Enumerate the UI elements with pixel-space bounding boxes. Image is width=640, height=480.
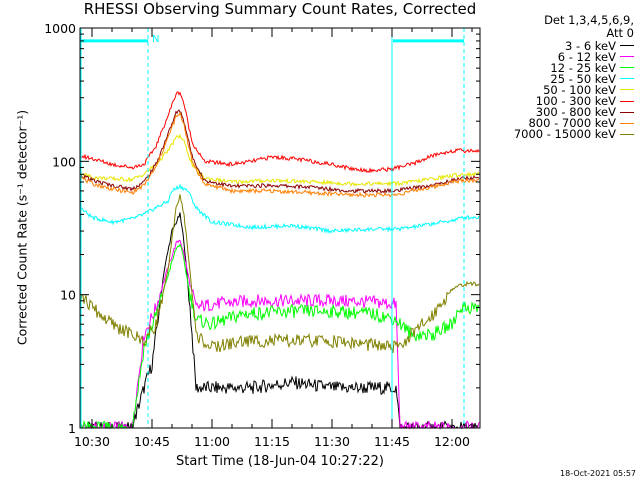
legend-label: 50 - 100 keV: [543, 82, 616, 97]
legend-swatch: [620, 78, 634, 80]
y-tick-label: 100: [52, 154, 76, 169]
legend-swatch: [620, 67, 634, 69]
legend-swatch: [620, 122, 634, 124]
legend-swatch: [620, 89, 634, 91]
legend-label: 6 - 12 keV: [557, 49, 616, 64]
chart-title: RHESSI Observing Summary Count Rates, Co…: [83, 0, 477, 18]
legend-swatch: [620, 45, 634, 47]
series-layer: [80, 91, 480, 430]
x-tick-label: 11:00: [194, 434, 230, 449]
legend-label: 7000 - 15000 keV: [513, 127, 616, 142]
legend-label: 25 - 50 keV: [550, 71, 616, 86]
x-tick-label: 12:00: [434, 434, 470, 449]
plot-frame: [79, 27, 481, 429]
legend-item: 300 - 800 keV: [484, 105, 636, 120]
series-line-9: [80, 194, 480, 353]
generated-timestamp: 18-Oct-2021 05:57: [560, 469, 636, 478]
legend-label: 300 - 800 keV: [535, 105, 616, 120]
series-line-2: [80, 239, 480, 430]
y-tick-label: 10: [60, 288, 76, 303]
legend-item: 25 - 50 keV: [484, 71, 636, 86]
night-marker-layer: N: [80, 28, 465, 428]
y-axis-label: Corrected Count Rate (s⁻¹ detector⁻¹): [14, 109, 30, 346]
x-tick-label: 11:45: [374, 434, 410, 449]
series-line-6: [80, 91, 480, 174]
series-line-8: [80, 111, 480, 198]
legend-item: 800 - 7000 keV: [484, 116, 636, 131]
legend-item: 3 - 6 keV: [484, 38, 636, 53]
y-tick-label: 1000: [44, 21, 76, 36]
legend-rows: 3 - 6 keV 6 - 12 keV 12 - 25 keV 25 - 50 ke…: [484, 38, 636, 142]
legend-item: 50 - 100 keV: [484, 82, 636, 97]
legend-header-line-1: Det 1,3,4,5,6,9,: [544, 13, 634, 27]
legend-item: 100 - 300 keV: [484, 94, 636, 109]
legend-item: 7000 - 15000 keV: [484, 127, 636, 142]
legend-item: 12 - 25 keV: [484, 60, 636, 75]
night-annotation: N: [152, 34, 159, 45]
legend-swatch: [620, 56, 634, 58]
y-tick-label: 1: [68, 421, 76, 436]
legend-swatch: [620, 133, 634, 135]
x-tick-label: 10:30: [74, 434, 110, 449]
x-axis-label: Start Time (18-Jun-04 10:27:22): [176, 454, 384, 469]
legend-label: 100 - 300 keV: [535, 94, 616, 109]
x-tick-label: 11:15: [254, 434, 290, 449]
axis-layer: 10:30 10:45 11:00 11:15 11:30 11:45 12:00 1 10 10…: [44, 21, 480, 449]
x-tick-label: 10:45: [134, 434, 170, 449]
legend-label: 800 - 7000 keV: [528, 116, 616, 131]
series-line-4: [80, 183, 480, 234]
legend-label: 12 - 25 keV: [550, 60, 616, 75]
legend-label: 3 - 6 keV: [565, 38, 616, 53]
legend-swatch: [620, 111, 634, 113]
legend-swatch: [620, 100, 634, 102]
legend-header-line-2: Att 0: [606, 26, 634, 40]
series-line-5: [80, 133, 480, 188]
x-tick-label: 11:30: [314, 434, 350, 449]
legend: Det 1,3,4,5,6,9, Att 0 3 - 6 keV 6 - 12 k…: [484, 13, 636, 142]
legend-item: 6 - 12 keV: [484, 49, 636, 64]
series-line-1: [81, 212, 479, 430]
